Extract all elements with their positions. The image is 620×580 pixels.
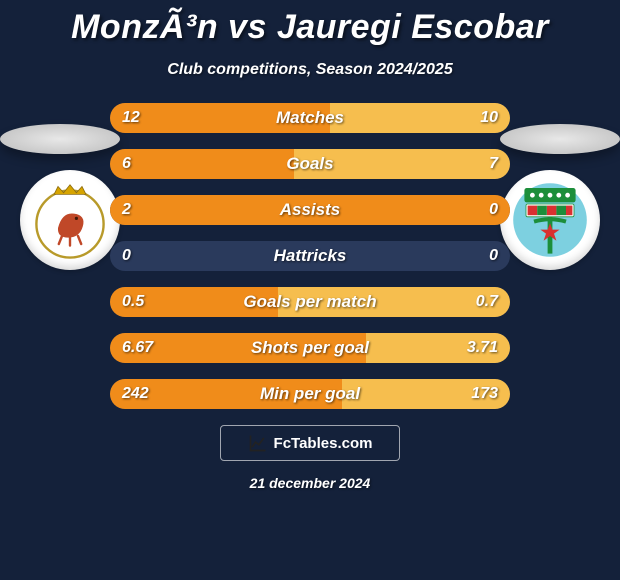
stat-value-right: 0 xyxy=(489,241,498,271)
stats-bars: 1210Matches 67Goals 20Assists 0 0Hattricks 0.… xyxy=(110,103,510,409)
stat-row: 6.673.71Shots per goal xyxy=(110,333,510,363)
attribution-label: FcTables.com xyxy=(274,435,373,452)
stat-bar-left xyxy=(110,379,342,409)
stat-bar-right xyxy=(330,103,510,133)
stat-bar-left xyxy=(110,287,278,317)
stat-row: 67Goals xyxy=(110,149,510,179)
stat-label: Hattricks xyxy=(110,241,510,271)
stat-row: 242173Min per goal xyxy=(110,379,510,409)
stat-bar-right xyxy=(342,379,510,409)
page-title: MonzÃ³n vs Jauregi Escobar xyxy=(0,8,620,47)
team-badge-right xyxy=(500,170,600,270)
crest-left-icon xyxy=(30,180,110,260)
crest-right-icon xyxy=(510,180,590,260)
page-subtitle: Club competitions, Season 2024/2025 xyxy=(0,61,620,79)
stat-row: 1210Matches xyxy=(110,103,510,133)
stat-bar-left xyxy=(110,195,510,225)
stat-bar-right xyxy=(294,149,510,179)
stat-bar-left xyxy=(110,333,366,363)
stat-bar-left xyxy=(110,103,330,133)
team-badge-left xyxy=(20,170,120,270)
badge-shadow-right xyxy=(500,124,620,154)
comparison-infographic: MonzÃ³n vs Jauregi Escobar Club competit… xyxy=(0,0,620,580)
stat-row: 20Assists xyxy=(110,195,510,225)
attribution-box: FcTables.com xyxy=(220,425,400,461)
badge-shadow-left xyxy=(0,124,120,154)
stat-value-left: 0 xyxy=(122,241,131,271)
chart-icon xyxy=(248,433,268,453)
date-line: 21 december 2024 xyxy=(0,475,620,491)
stat-bar-right xyxy=(366,333,510,363)
stat-bar-left xyxy=(110,149,294,179)
stat-row: 0.50.7Goals per match xyxy=(110,287,510,317)
stat-row: 0 0Hattricks xyxy=(110,241,510,271)
stat-bar-right xyxy=(278,287,510,317)
